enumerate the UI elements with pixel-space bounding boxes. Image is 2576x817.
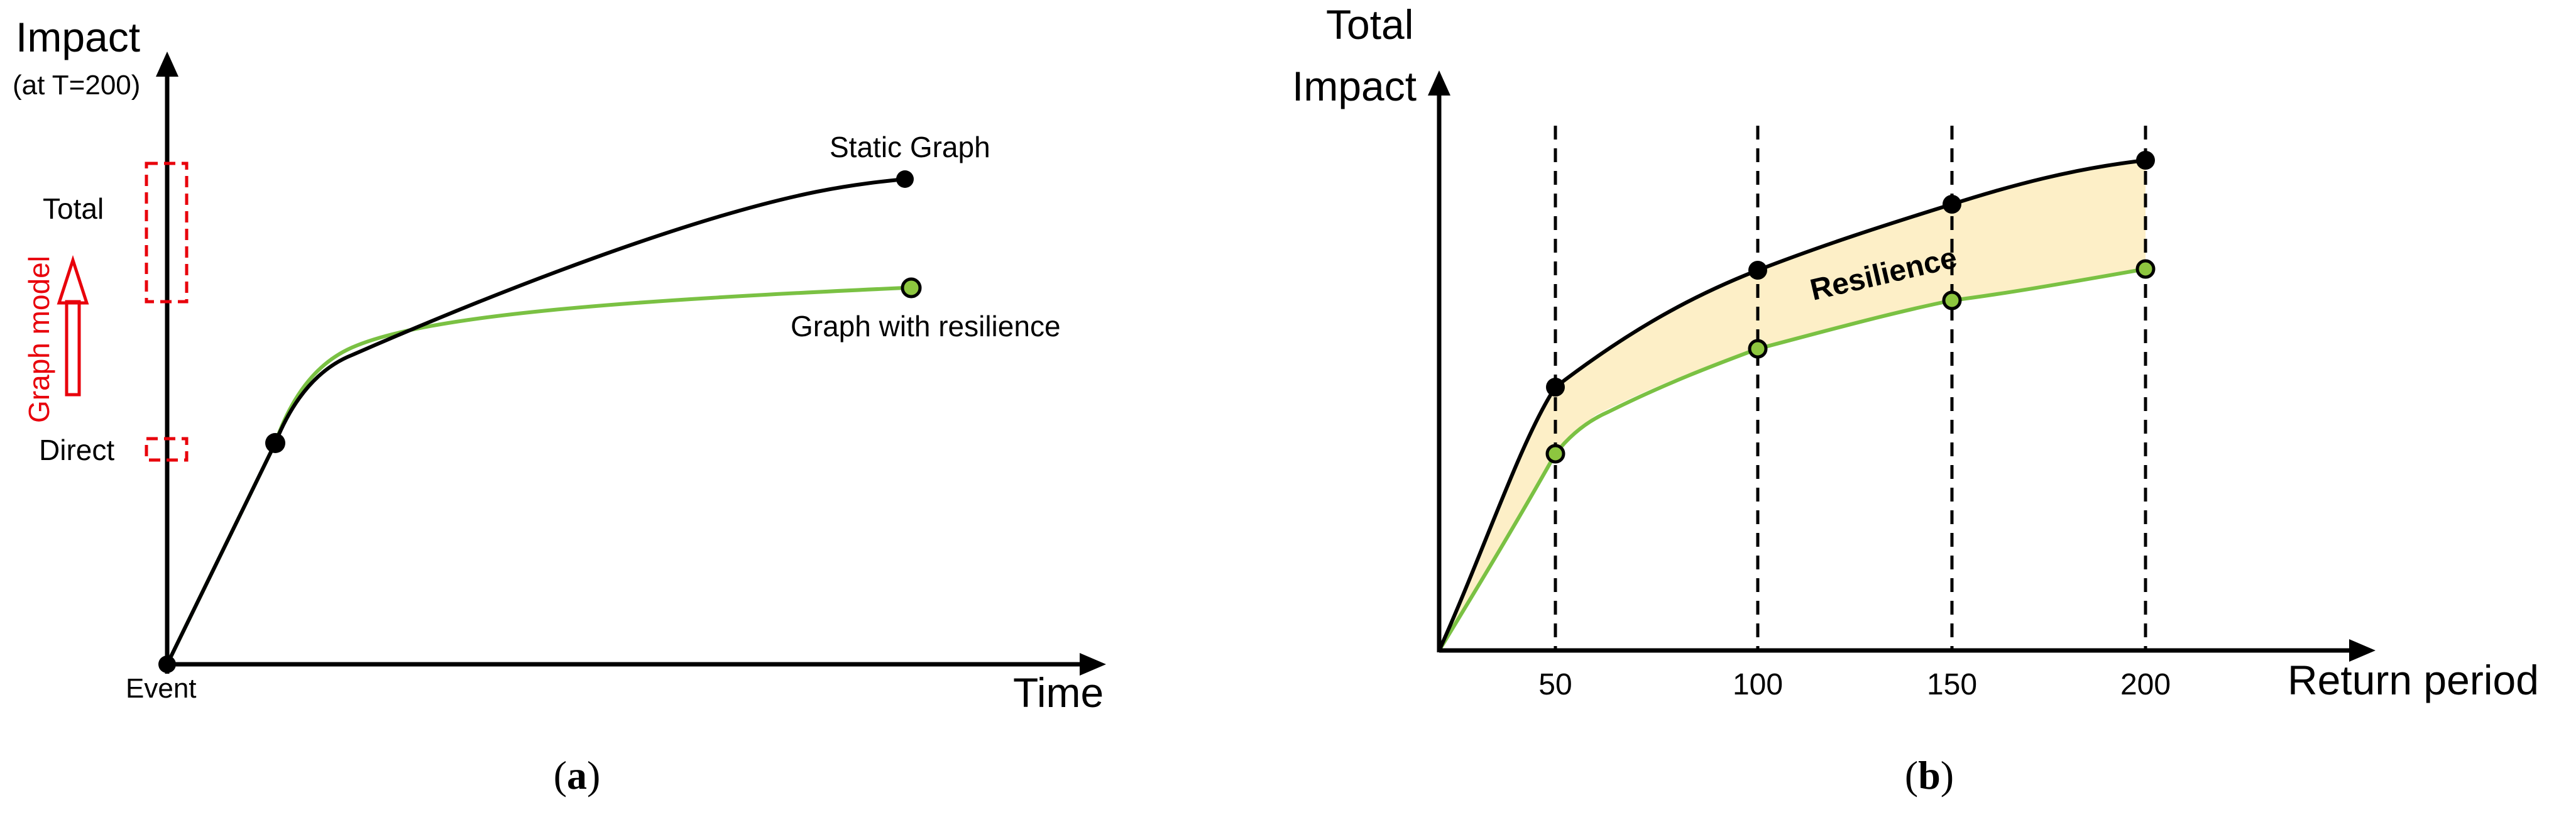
panel-a-graph-model-label: Graph model — [23, 256, 55, 423]
panel-b-resilience-marker-100 — [1748, 339, 1768, 359]
panel-b-tick-150: 150 — [1927, 668, 1977, 701]
panel-b-static-curve — [1437, 158, 2146, 652]
panel-a-static-label: Static Graph — [830, 131, 990, 163]
panel-b-resilience-area — [1439, 160, 2146, 650]
panel-b-tick-50: 50 — [1538, 668, 1572, 701]
panel-a-y-label-line2: (at T=200) — [13, 70, 140, 101]
panel-a-resilience-label: Graph with resilience — [791, 310, 1061, 343]
panel-b-static-marker-150 — [1943, 195, 1961, 214]
panel-a-static-end-marker — [896, 170, 914, 188]
panel-a-x-label: Time — [1013, 669, 1104, 716]
panel-a-resilience-end-marker — [901, 277, 922, 299]
panel-b-tick-200: 200 — [2120, 668, 2171, 701]
panel-b-resilience-marker-50 — [1545, 444, 1565, 464]
panel-b-caption: (b) — [1905, 753, 1954, 798]
panel-a-direct-range-box — [145, 437, 189, 462]
panel-b-resilience-curve — [1437, 267, 2146, 652]
panel-b-static-marker-50 — [1546, 378, 1565, 397]
panel-a-total-range-box — [145, 162, 189, 304]
panel-b-y-arrowhead — [1428, 70, 1450, 96]
panel-b-resilience-marker-150 — [1942, 290, 1962, 310]
panel-a-static-curve — [165, 177, 906, 666]
panel-b-y-label-line2: Impact — [1292, 63, 1417, 109]
panel-a-y-arrowhead — [156, 52, 178, 77]
panel-a: Graph model Impact (at T=200) Total Dire… — [13, 14, 1106, 798]
panel-a-y-label-line1: Impact — [16, 14, 140, 60]
panel-b-y-label-line1: Total — [1326, 1, 1413, 48]
panel-b-x-arrowhead — [2349, 639, 2376, 662]
panel-a-origin-marker — [158, 655, 176, 673]
panel-a-origin-label: Event — [126, 673, 197, 704]
panel-b-static-marker-200 — [2136, 151, 2155, 170]
panel-b-x-label: Return period — [2288, 657, 2539, 703]
panel-a-direct-label: Direct — [39, 434, 114, 466]
panel-a-graph-model-arrow — [57, 255, 89, 397]
panel-a-caption: (a) — [554, 753, 601, 798]
panel-a-resilience-curve — [165, 286, 906, 666]
panel-a-direct-marker — [265, 433, 285, 453]
panel-a-x-arrowhead — [1080, 653, 1106, 676]
panel-b-static-marker-100 — [1748, 261, 1767, 280]
panel-b-tick-100: 100 — [1733, 668, 1783, 701]
panel-a-total-label: Total — [43, 192, 104, 225]
panel-b: Total Impact Return period 50 100 150 20… — [1292, 1, 2539, 798]
panel-b-resilience-marker-200 — [2135, 259, 2156, 279]
